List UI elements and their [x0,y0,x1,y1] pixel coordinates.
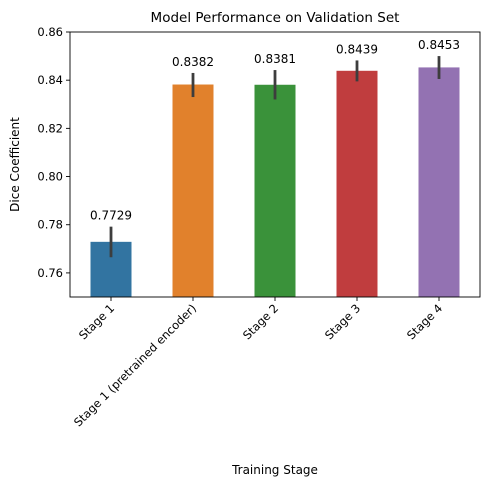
x-axis-label: Training Stage [231,463,318,477]
x-tick-label-5: Stage 4 [404,301,445,342]
bar-5 [418,67,460,297]
y-tick-label-6: 0.86 [37,25,63,39]
data-label-4: 0.8439 [336,42,378,56]
x-tick-label-3: Stage 2 [240,301,281,342]
chart-title: Model Performance on Validation Set [151,10,400,26]
error-bars-group [109,56,441,258]
bar-2 [172,84,214,297]
data-label-5: 0.8453 [418,38,460,52]
bar-4 [336,70,378,297]
data-labels-group: 0.7729 0.8382 0.8381 0.8439 0.8453 [90,38,460,223]
data-label-3: 0.8381 [254,52,296,66]
bar-3 [254,84,296,297]
y-tick-label-3: 0.80 [37,170,63,184]
data-label-1: 0.7729 [90,209,132,223]
plot-frame [69,31,481,298]
y-axis-label: Dice Coefficient [8,117,22,212]
bars-group [90,67,460,297]
y-axis: 0.76 0.78 0.80 0.82 0.84 0.86 [37,25,70,280]
data-label-2: 0.8382 [172,55,214,69]
y-tick-label-4: 0.82 [37,121,63,135]
x-tick-label-1: Stage 1 [76,301,117,342]
y-tick-label-5: 0.84 [37,73,63,87]
y-tick-label-1: 0.76 [37,266,63,280]
x-tick-label-4: Stage 3 [322,301,363,342]
y-tick-label-2: 0.78 [37,218,63,232]
